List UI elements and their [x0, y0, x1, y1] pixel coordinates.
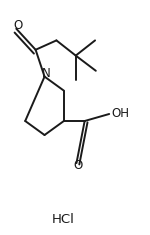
Text: OH: OH: [111, 107, 129, 121]
Text: O: O: [13, 19, 22, 32]
Text: N: N: [42, 67, 50, 80]
Text: HCl: HCl: [52, 213, 75, 226]
Text: O: O: [73, 159, 83, 172]
